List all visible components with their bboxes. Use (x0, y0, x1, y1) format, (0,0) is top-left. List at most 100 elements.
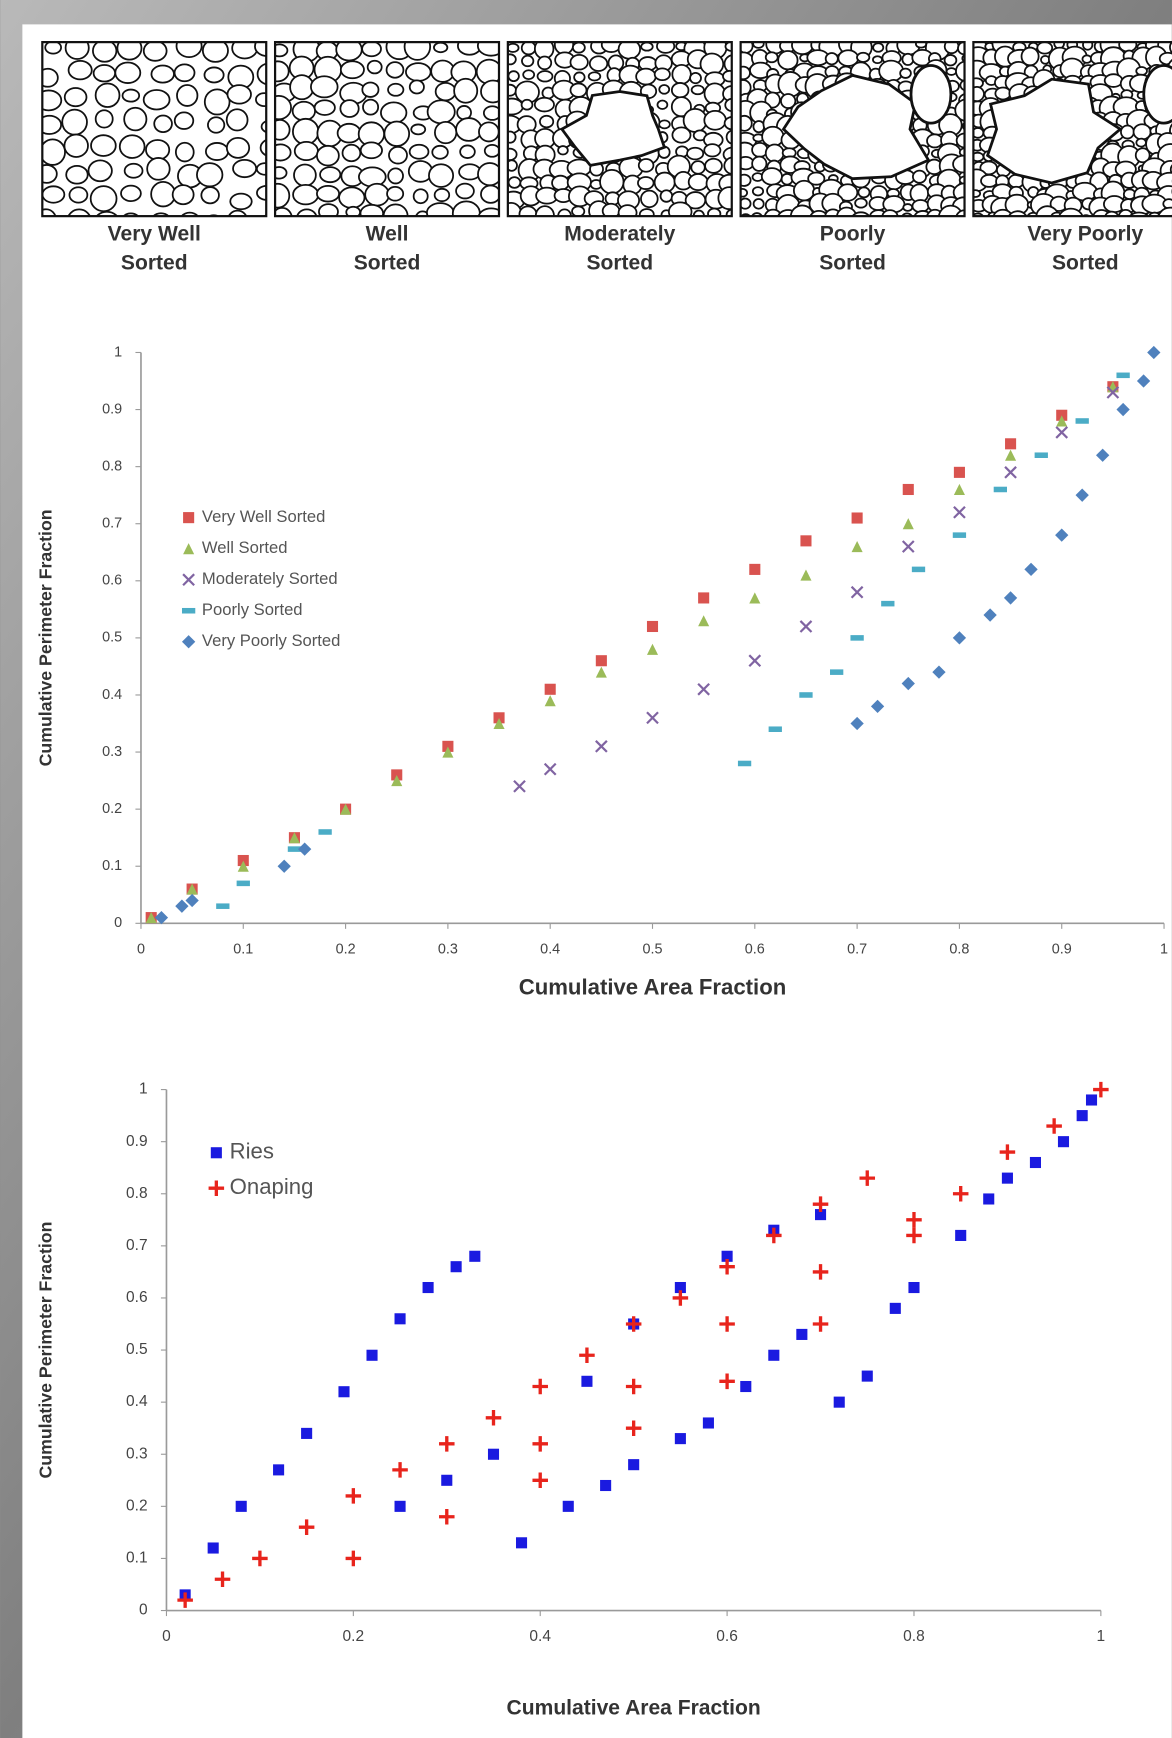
y-axis-label: Cumulative Perimeter Fraction (35, 509, 55, 766)
grain (93, 40, 116, 62)
grain (690, 73, 701, 83)
point (994, 487, 1007, 493)
grain (361, 142, 382, 158)
point (395, 1313, 406, 1324)
y-axis-label: Cumulative Perimeter Fraction (35, 1222, 55, 1479)
grain (752, 157, 766, 171)
point (800, 535, 811, 546)
grain (175, 64, 195, 81)
point (954, 467, 965, 478)
point (216, 903, 229, 909)
y-tick-label: 0 (114, 915, 122, 931)
grain (147, 158, 170, 180)
x-tick-label: 1 (1160, 942, 1168, 958)
sorting-label: Sorted (354, 251, 421, 274)
y-tick-label: 0.4 (102, 687, 122, 703)
point (208, 1542, 219, 1553)
point (769, 726, 782, 732)
grain (1037, 42, 1052, 53)
grain (40, 139, 65, 165)
grain (753, 187, 763, 195)
grain (42, 186, 64, 202)
legend-label: Very Well Sorted (202, 507, 325, 526)
grain (659, 120, 670, 128)
grain (687, 148, 703, 160)
point (1030, 1157, 1041, 1168)
grain (66, 166, 88, 184)
grain (873, 56, 882, 63)
y-tick-label: 0 (139, 1602, 148, 1619)
grain (120, 135, 145, 158)
grain (535, 98, 554, 112)
grain (903, 204, 912, 211)
grain (69, 61, 92, 79)
grain (460, 145, 475, 158)
x-tick-label: 0.6 (745, 942, 765, 958)
point (237, 881, 250, 887)
grain (410, 80, 424, 93)
grain (995, 87, 1010, 99)
grain (88, 160, 111, 181)
point (881, 601, 894, 607)
grain (913, 171, 926, 183)
legend-marker (183, 512, 194, 523)
sorting-label: Sorted (819, 251, 886, 274)
large-grain (911, 66, 951, 124)
point (236, 1501, 247, 1512)
grain (144, 90, 170, 109)
grain (689, 174, 708, 190)
grain (558, 146, 568, 154)
grain (1105, 74, 1123, 87)
point (738, 761, 751, 767)
point (830, 669, 843, 675)
grain (754, 199, 764, 209)
grain (436, 83, 456, 101)
grain (522, 42, 536, 55)
grain (434, 43, 447, 53)
x-axis-label: Cumulative Area Fraction (507, 1697, 761, 1720)
grain (1121, 126, 1134, 139)
grain (173, 185, 194, 204)
point (983, 1193, 994, 1204)
grain (570, 83, 586, 96)
point (1002, 1173, 1013, 1184)
grain (227, 109, 248, 130)
grain (293, 102, 315, 121)
grain (341, 61, 364, 78)
grain (900, 69, 911, 78)
point (749, 564, 760, 575)
grain (339, 187, 364, 208)
grain (414, 189, 428, 203)
y-tick-label: 0.7 (126, 1237, 148, 1254)
grain (704, 144, 720, 156)
grain (381, 102, 406, 123)
grain (661, 190, 673, 202)
y-tick-label: 0.2 (126, 1497, 148, 1514)
point (563, 1501, 574, 1512)
point (1116, 373, 1129, 379)
point (441, 1475, 452, 1486)
grain (454, 79, 477, 103)
grain (639, 159, 654, 172)
grain (411, 124, 425, 134)
grain (705, 159, 722, 173)
point (545, 684, 556, 695)
point (647, 621, 658, 632)
point (628, 1459, 639, 1470)
x-tick-label: 0 (137, 942, 145, 958)
grain (340, 100, 358, 117)
grain (945, 55, 957, 66)
grain (295, 142, 318, 160)
y-tick-label: 0.7 (102, 516, 122, 532)
x-tick-label: 0.2 (343, 1628, 365, 1645)
grain (227, 85, 251, 104)
point (740, 1381, 751, 1392)
grain-group (732, 35, 979, 230)
grain (317, 186, 339, 202)
y-tick-label: 0.3 (102, 744, 122, 760)
grain (91, 186, 117, 211)
figure-panel (22, 24, 1171, 1738)
x-tick-label: 0.8 (949, 942, 969, 958)
legend-label: Very Poorly Sorted (202, 631, 340, 650)
legend-marker (182, 608, 195, 614)
